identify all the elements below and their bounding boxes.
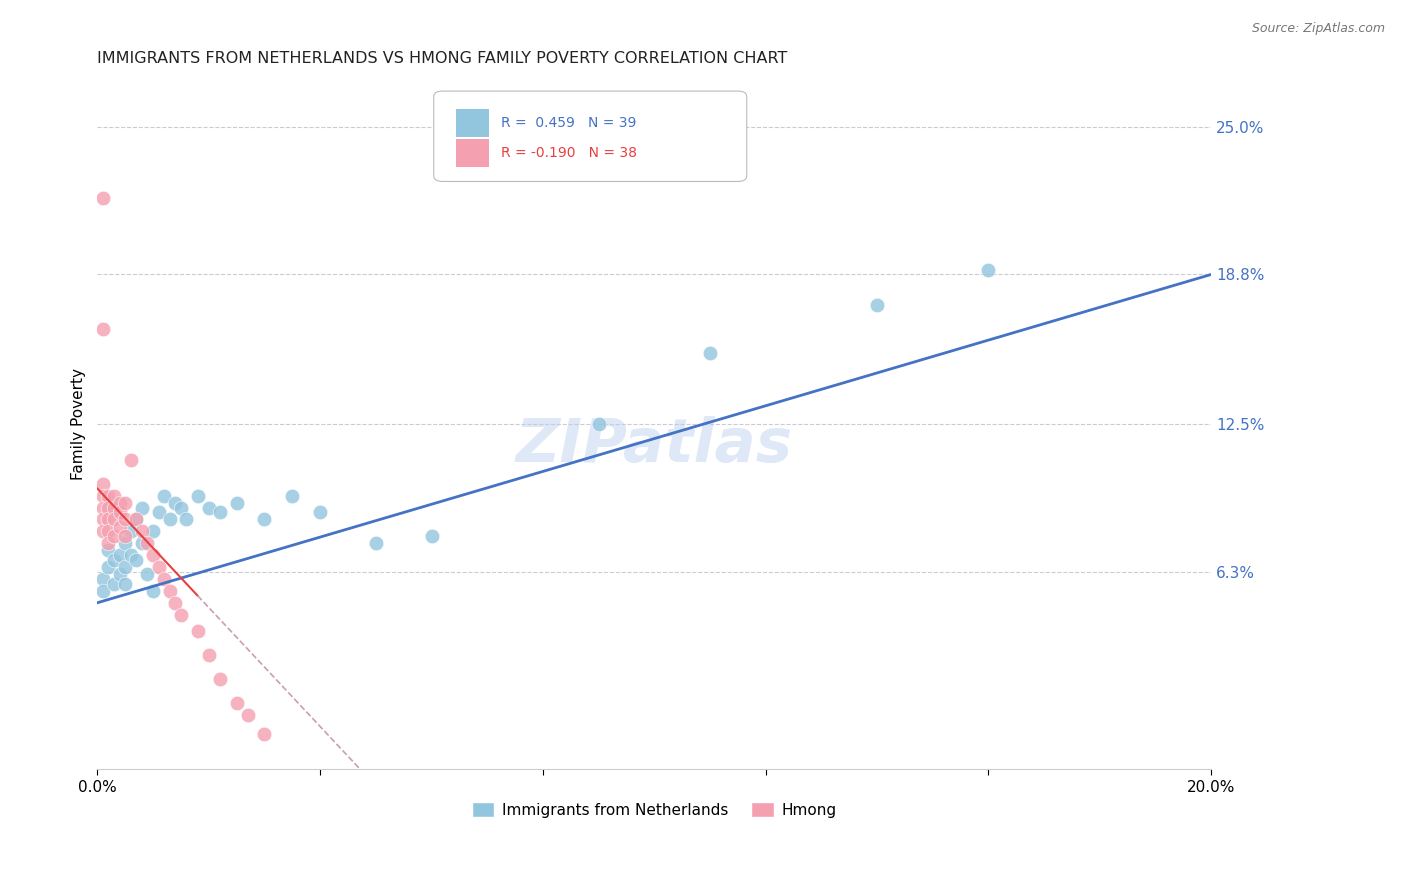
Point xyxy=(114,512,136,526)
Point xyxy=(420,529,443,543)
Point xyxy=(108,519,131,533)
FancyBboxPatch shape xyxy=(433,91,747,181)
Point xyxy=(153,489,176,503)
Point xyxy=(103,553,125,567)
FancyBboxPatch shape xyxy=(456,109,489,136)
FancyBboxPatch shape xyxy=(456,139,489,167)
Text: R =  0.459   N = 39: R = 0.459 N = 39 xyxy=(501,116,636,130)
Point xyxy=(208,672,231,686)
Point xyxy=(91,489,114,503)
Point xyxy=(91,500,114,515)
Point xyxy=(281,489,304,503)
Point xyxy=(142,583,165,598)
Point xyxy=(148,560,170,574)
Point xyxy=(148,505,170,519)
Point xyxy=(125,512,148,526)
Point xyxy=(977,262,1000,277)
Point xyxy=(142,524,165,539)
Point xyxy=(108,496,131,510)
Point xyxy=(103,512,125,526)
Point xyxy=(699,346,721,360)
Point xyxy=(97,543,120,558)
Point xyxy=(197,648,219,662)
Point xyxy=(125,553,148,567)
Point xyxy=(91,191,114,205)
Point xyxy=(103,489,125,503)
Point xyxy=(91,476,114,491)
Point xyxy=(866,298,889,312)
Text: R = -0.190   N = 38: R = -0.190 N = 38 xyxy=(501,146,637,161)
Point xyxy=(136,536,159,550)
Point xyxy=(236,707,259,722)
Point xyxy=(108,548,131,562)
Point xyxy=(208,505,231,519)
Text: IMMIGRANTS FROM NETHERLANDS VS HMONG FAMILY POVERTY CORRELATION CHART: IMMIGRANTS FROM NETHERLANDS VS HMONG FAM… xyxy=(97,51,787,66)
Point xyxy=(131,500,153,515)
Point xyxy=(120,453,142,467)
Point xyxy=(170,607,193,622)
Point xyxy=(114,536,136,550)
Point xyxy=(159,512,181,526)
Point xyxy=(165,596,187,610)
Point xyxy=(253,726,276,740)
Point xyxy=(91,512,114,526)
Point xyxy=(91,583,114,598)
Point xyxy=(309,505,332,519)
Point xyxy=(97,489,120,503)
Point xyxy=(91,322,114,336)
Point xyxy=(91,524,114,539)
Point xyxy=(103,576,125,591)
Point xyxy=(364,536,387,550)
Point xyxy=(114,529,136,543)
Point xyxy=(142,548,165,562)
Point xyxy=(103,529,125,543)
Point xyxy=(187,624,209,639)
Point xyxy=(97,560,120,574)
Point xyxy=(159,583,181,598)
Point xyxy=(131,524,153,539)
Point xyxy=(97,524,120,539)
Point xyxy=(176,512,198,526)
Point xyxy=(125,512,148,526)
Point xyxy=(114,560,136,574)
Point xyxy=(97,512,120,526)
Point xyxy=(170,500,193,515)
Legend: Immigrants from Netherlands, Hmong: Immigrants from Netherlands, Hmong xyxy=(465,796,844,823)
Point xyxy=(588,417,610,432)
Point xyxy=(131,536,153,550)
Point xyxy=(97,536,120,550)
Point xyxy=(225,496,247,510)
Point xyxy=(225,696,247,710)
Point xyxy=(114,576,136,591)
Point xyxy=(136,567,159,582)
Text: ZIPatlas: ZIPatlas xyxy=(516,416,793,475)
Point xyxy=(120,548,142,562)
Point xyxy=(103,500,125,515)
Text: Source: ZipAtlas.com: Source: ZipAtlas.com xyxy=(1251,22,1385,36)
Point xyxy=(253,512,276,526)
Point xyxy=(153,572,176,586)
Point xyxy=(108,505,131,519)
Point xyxy=(165,496,187,510)
Point xyxy=(91,572,114,586)
Point xyxy=(120,524,142,539)
Y-axis label: Family Poverty: Family Poverty xyxy=(72,368,86,480)
Point xyxy=(114,496,136,510)
Point xyxy=(197,500,219,515)
Point xyxy=(97,500,120,515)
Point xyxy=(108,567,131,582)
Point xyxy=(187,489,209,503)
